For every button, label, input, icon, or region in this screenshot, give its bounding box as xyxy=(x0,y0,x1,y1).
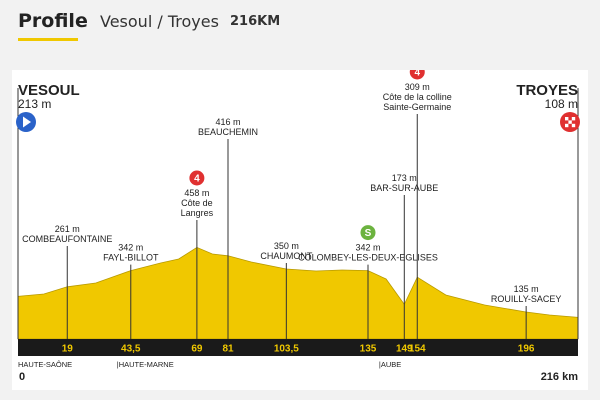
marker-km: 154 xyxy=(409,344,426,355)
elevation-area xyxy=(17,246,579,340)
distance-band xyxy=(18,339,578,356)
region-label: HAUTE-SAÔNE xyxy=(18,360,72,369)
checker-square xyxy=(571,117,576,121)
sprint-label: S xyxy=(365,228,372,239)
marker-name: Côte de xyxy=(181,198,213,208)
marker-name: COMBEAUFONTAINE xyxy=(22,234,112,244)
checker-square xyxy=(568,120,572,124)
climb-cat-label: 4 xyxy=(414,70,420,79)
marker-name: Côte de la colline xyxy=(383,92,452,102)
marker-altitude: 342 m xyxy=(355,243,380,253)
marker-name: Langres xyxy=(181,208,214,218)
marker-altitude: 416 m xyxy=(215,117,240,127)
profile-panel: 261 m COMBEAUFONTAINE 19 342 m FAYL-BILLOT 43… xyxy=(12,70,588,390)
marker-altitude: 135 m xyxy=(514,284,539,294)
route-name: Vesoul / Troyes xyxy=(100,12,219,31)
start-altitude: 213 m xyxy=(18,97,51,111)
start-name: VESOUL xyxy=(18,82,80,99)
marker-km: 103,5 xyxy=(274,344,299,355)
marker-name: CHAUMONT xyxy=(260,251,312,261)
climb-cat-icon xyxy=(188,169,206,187)
marker-name: Sainte-Germaine xyxy=(383,102,451,112)
axis-start-label: 0 xyxy=(19,371,25,383)
climb-cat-icon xyxy=(408,70,426,81)
marker-km: 149 xyxy=(396,344,413,355)
marker-km: 69 xyxy=(191,344,203,355)
marker-name: BAR-SUR-AUBE xyxy=(370,183,438,193)
marker-name: COLOMBEY-LES-DEUX-EGLISES xyxy=(298,253,438,263)
marker-km: 43,5 xyxy=(121,344,141,355)
play-glyph xyxy=(23,116,31,128)
marker-name: FAYL-BILLOT xyxy=(103,253,159,263)
finish-name: TROYES xyxy=(516,82,578,99)
marker-altitude: 342 m xyxy=(118,243,143,253)
marker-km: 19 xyxy=(62,344,74,355)
marker-altitude: 350 m xyxy=(274,241,299,251)
marker-altitude: 261 m xyxy=(55,224,80,234)
sprint-icon xyxy=(359,224,377,242)
page-title: Profile xyxy=(18,10,88,32)
header: Profile Vesoul / Troyes 216KM xyxy=(18,10,588,50)
checker-square xyxy=(565,123,569,128)
marker-km: 135 xyxy=(360,344,377,355)
region-label: |AUBE xyxy=(379,360,401,369)
marker-altitude: 309 m xyxy=(405,82,430,92)
marker-name: ROUILLY-SACEY xyxy=(491,294,562,304)
marker-altitude: 173 m xyxy=(392,173,417,183)
finish-altitude: 108 m xyxy=(545,97,578,111)
marker-name: BEAUCHEMIN xyxy=(198,127,258,137)
climb-cat-label: 4 xyxy=(194,174,200,185)
axis-end-label: 216 km xyxy=(541,371,579,383)
marker-km: 81 xyxy=(222,344,234,355)
checker-square xyxy=(571,123,576,128)
title-underline xyxy=(18,38,78,41)
marker-km: 196 xyxy=(518,344,535,355)
marker-altitude: 458 m xyxy=(184,188,209,198)
stage-distance: 216KM xyxy=(230,14,281,29)
region-label: |HAUTE-MARNE xyxy=(117,360,174,369)
checker-square xyxy=(565,117,569,121)
